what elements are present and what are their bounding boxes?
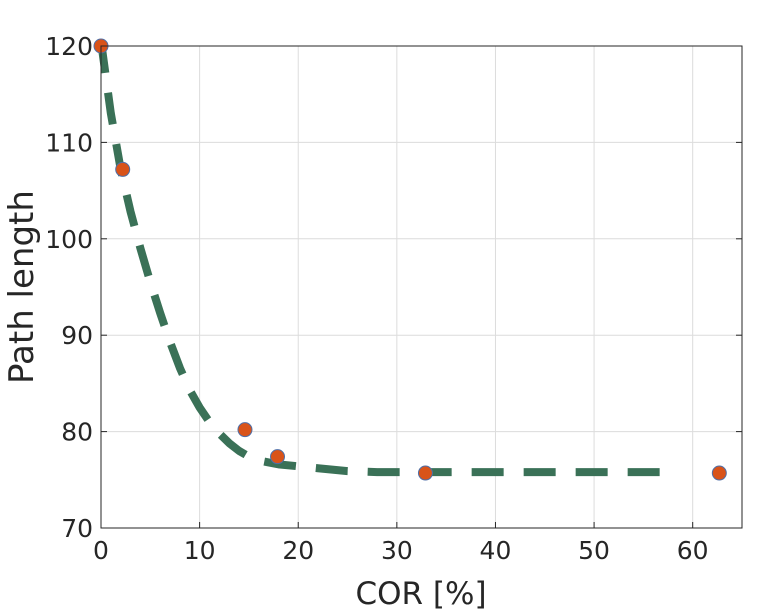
y-tick-label: 70 (61, 514, 93, 543)
x-tick-label: 20 (282, 536, 314, 565)
axis-ticks (100, 45, 742, 529)
plot-frame (100, 45, 743, 529)
x-axis-label: COR [%] (355, 576, 486, 609)
y-tick-label: 110 (45, 128, 93, 157)
plot-background (101, 46, 742, 528)
x-tick-label: 10 (184, 536, 216, 565)
x-tick-label: 50 (578, 536, 610, 565)
y-tick-label: 90 (61, 321, 93, 350)
data-point (417, 465, 433, 481)
x-tick-label: 60 (677, 536, 709, 565)
data-point (270, 449, 286, 465)
y-tick-label: 80 (61, 418, 93, 447)
data-point (115, 161, 131, 177)
data-point (237, 422, 253, 438)
y-tick-label: 120 (45, 32, 93, 61)
y-tick-label: 100 (45, 225, 93, 254)
x-tick-label: 0 (93, 536, 109, 565)
x-tick-label: 30 (381, 536, 413, 565)
tick-labels: 0 10 20 30 40 50 60 70 80 90 100 110 120 (45, 32, 708, 565)
x-tick-label: 40 (480, 536, 512, 565)
data-point (711, 465, 727, 481)
y-axis-label: Path length (2, 190, 42, 384)
data-points-series (93, 38, 727, 481)
